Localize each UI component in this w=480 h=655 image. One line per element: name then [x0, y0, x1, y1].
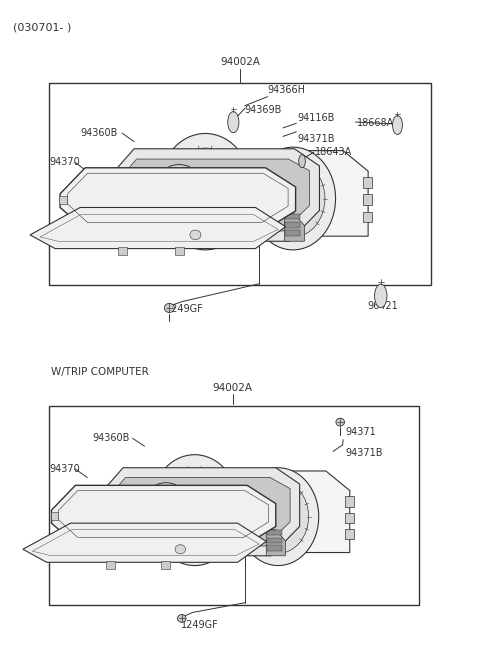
Bar: [107, 561, 115, 569]
Ellipse shape: [251, 147, 336, 250]
Ellipse shape: [178, 614, 186, 622]
Ellipse shape: [374, 284, 387, 308]
Text: 94002A: 94002A: [220, 56, 260, 67]
Text: 94366H: 94366H: [268, 84, 306, 95]
Ellipse shape: [162, 175, 197, 216]
Ellipse shape: [230, 472, 240, 483]
Text: 94002A: 94002A: [213, 383, 253, 393]
Polygon shape: [60, 168, 296, 229]
Text: (030701- ): (030701- ): [13, 22, 72, 32]
Text: 94370: 94370: [49, 464, 80, 474]
Ellipse shape: [164, 303, 174, 312]
Ellipse shape: [161, 468, 228, 552]
Bar: [50, 512, 58, 520]
Text: W/TRIP COMPUTER: W/TRIP COMPUTER: [51, 367, 149, 377]
Ellipse shape: [152, 164, 207, 226]
Polygon shape: [132, 151, 368, 236]
Ellipse shape: [140, 483, 192, 542]
Polygon shape: [23, 523, 266, 562]
Ellipse shape: [175, 545, 186, 554]
Bar: [363, 212, 372, 223]
Text: 94116B: 94116B: [297, 113, 335, 123]
Polygon shape: [266, 530, 285, 556]
Polygon shape: [102, 477, 290, 546]
Bar: [267, 530, 281, 535]
Bar: [345, 496, 354, 507]
Ellipse shape: [228, 111, 239, 133]
Bar: [59, 196, 67, 204]
Ellipse shape: [248, 480, 309, 553]
Bar: [345, 513, 354, 523]
Ellipse shape: [299, 155, 305, 168]
Bar: [267, 546, 281, 551]
Bar: [363, 178, 372, 188]
Ellipse shape: [336, 418, 345, 426]
Polygon shape: [104, 149, 320, 241]
Bar: [49, 405, 419, 605]
Text: 94371B: 94371B: [345, 448, 383, 458]
Polygon shape: [95, 468, 300, 556]
Ellipse shape: [238, 468, 319, 565]
Ellipse shape: [290, 195, 296, 202]
Text: 1249GF: 1249GF: [180, 620, 218, 629]
Text: 94370: 94370: [49, 157, 80, 168]
Polygon shape: [111, 159, 310, 231]
Ellipse shape: [238, 174, 286, 227]
Text: 94360B: 94360B: [92, 434, 130, 443]
Text: 18643A: 18643A: [315, 147, 353, 157]
Text: 94371B: 94371B: [297, 134, 335, 144]
Ellipse shape: [149, 493, 183, 532]
Ellipse shape: [149, 455, 240, 565]
Polygon shape: [51, 485, 276, 544]
Ellipse shape: [247, 183, 277, 217]
Ellipse shape: [393, 116, 402, 134]
Text: 94360B: 94360B: [80, 128, 118, 138]
Text: 94363A: 94363A: [49, 238, 86, 248]
Bar: [363, 195, 372, 206]
Text: 18668A: 18668A: [357, 119, 394, 128]
Text: 94369B: 94369B: [245, 105, 282, 115]
Ellipse shape: [169, 148, 241, 235]
Polygon shape: [30, 208, 286, 249]
Bar: [175, 247, 184, 255]
Bar: [267, 538, 281, 543]
Bar: [286, 214, 300, 219]
Ellipse shape: [242, 151, 253, 164]
Ellipse shape: [222, 491, 267, 542]
Ellipse shape: [230, 500, 259, 533]
Ellipse shape: [261, 160, 325, 237]
Bar: [286, 222, 300, 227]
Text: 96421: 96421: [368, 301, 398, 311]
Text: 94371: 94371: [345, 427, 376, 437]
Bar: [345, 529, 354, 540]
Bar: [161, 561, 170, 569]
Polygon shape: [284, 214, 304, 241]
Ellipse shape: [202, 187, 209, 196]
Polygon shape: [125, 471, 350, 553]
Bar: [49, 83, 431, 285]
Ellipse shape: [157, 134, 253, 250]
Ellipse shape: [191, 506, 198, 514]
Bar: [118, 247, 127, 255]
Ellipse shape: [190, 230, 201, 240]
Bar: [286, 231, 300, 236]
Ellipse shape: [275, 513, 281, 520]
Text: 1249GF: 1249GF: [166, 304, 204, 314]
